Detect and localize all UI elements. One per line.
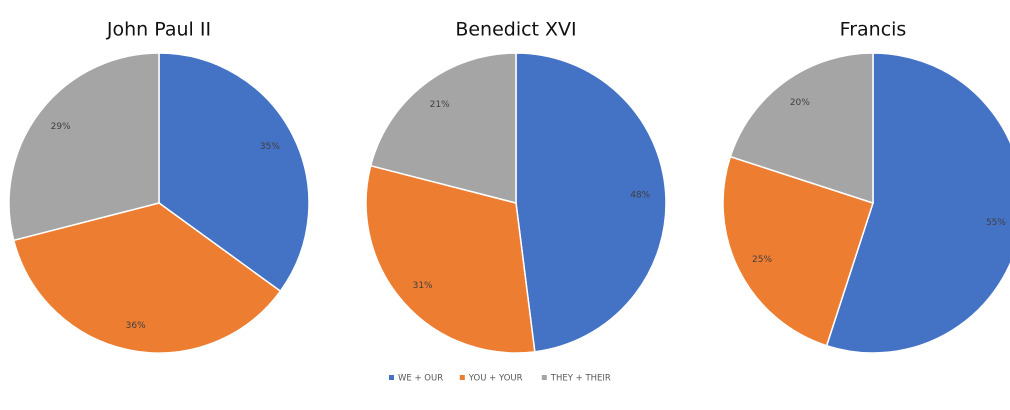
legend-label: WE + OUR xyxy=(398,374,443,384)
legend-swatch xyxy=(541,375,547,380)
legend-swatch xyxy=(389,375,394,380)
value-label: 29% xyxy=(51,122,71,132)
pie-slice xyxy=(365,164,536,354)
chart-title: John Paul II xyxy=(106,19,211,41)
pie-slice xyxy=(158,52,310,293)
pie-slice xyxy=(722,155,874,347)
value-label: 31% xyxy=(413,281,433,291)
legend-label: THEY + THEIR xyxy=(550,374,611,384)
chart-title: Francis xyxy=(840,19,907,41)
pie-slice xyxy=(515,52,667,353)
pie-slice xyxy=(12,202,282,354)
value-label: 21% xyxy=(430,100,450,110)
legend-swatch xyxy=(459,375,465,380)
value-label: 35% xyxy=(260,142,280,152)
value-label: 20% xyxy=(790,98,810,108)
pie-slice xyxy=(729,52,874,205)
chart-title: Benedict XVI xyxy=(455,19,576,41)
value-label: 48% xyxy=(630,191,650,201)
pie-slice xyxy=(369,52,517,204)
pie-slice xyxy=(8,52,160,242)
value-label: 36% xyxy=(126,321,146,331)
value-label: 25% xyxy=(752,255,772,265)
pie-slice xyxy=(825,52,1010,354)
legend-label: YOU + YOUR xyxy=(468,374,523,384)
value-label: 55% xyxy=(986,218,1006,228)
